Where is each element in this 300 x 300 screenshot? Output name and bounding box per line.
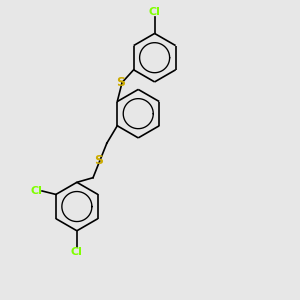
Text: Cl: Cl <box>30 186 42 196</box>
Text: S: S <box>94 154 103 167</box>
Text: Cl: Cl <box>71 247 83 257</box>
Text: Cl: Cl <box>149 7 161 17</box>
Text: S: S <box>116 76 125 89</box>
